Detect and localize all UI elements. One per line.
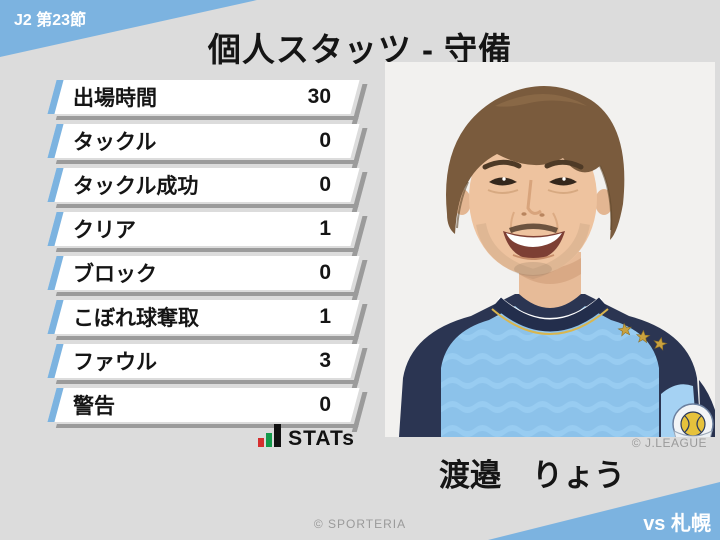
stat-label: 警告 [73, 395, 115, 418]
stat-row: タックル 0 [47, 124, 360, 158]
sporteria-credit: © SPORTERIA [313, 517, 407, 531]
page-title: 個人スタッツ - 守備 [207, 31, 513, 68]
photo-credit: © J.LEAGUE [631, 436, 707, 450]
club-crest [672, 403, 714, 437]
stat-label: タックル [73, 131, 157, 154]
stats-brand-label: STATs [288, 427, 355, 450]
matchday-label: J2 第23節 [14, 12, 87, 29]
stat-value: 1 [319, 305, 331, 328]
stat-row: タックル成功 0 [47, 168, 360, 202]
stat-label: クリア [73, 219, 136, 242]
stat-row: 警告 0 [47, 388, 360, 422]
stat-row: クリア 1 [47, 212, 360, 246]
stat-value: 3 [319, 349, 331, 372]
eyes [487, 177, 579, 194]
stat-value: 0 [319, 129, 331, 152]
mouth [503, 223, 565, 260]
stat-value: 0 [319, 261, 331, 284]
player-photo [385, 62, 715, 437]
player-name: 渡邉 りょう [439, 458, 625, 493]
stat-label: ブロック [73, 263, 157, 286]
opponent-label: vs 札幌 [643, 513, 711, 535]
stat-label: こぼれ球奪取 [73, 307, 199, 330]
stat-row: ファウル 3 [47, 344, 360, 378]
hair [446, 86, 625, 240]
stat-value: 0 [319, 393, 331, 416]
stat-label: ファウル [73, 351, 157, 374]
stat-label: タックル成功 [73, 175, 199, 198]
stat-value: 0 [319, 173, 331, 196]
stat-label: 出場時間 [73, 87, 157, 110]
stats-table: 出場時間 30 タックル 0 タックル成功 0 クリア 1 ブロック [47, 80, 360, 432]
stats-brand-logo: STATs [52, 424, 355, 449]
player-portrait-illustration [385, 62, 715, 437]
stat-row: 出場時間 30 [47, 80, 360, 114]
jersey-collar [491, 296, 609, 335]
stats-bars-icon [258, 424, 282, 447]
eyebrows [482, 159, 584, 170]
stat-value: 1 [319, 217, 331, 240]
stat-row: こぼれ球奪取 1 [47, 300, 360, 334]
stat-row: ブロック 0 [47, 256, 360, 290]
stat-value: 30 [307, 85, 331, 108]
